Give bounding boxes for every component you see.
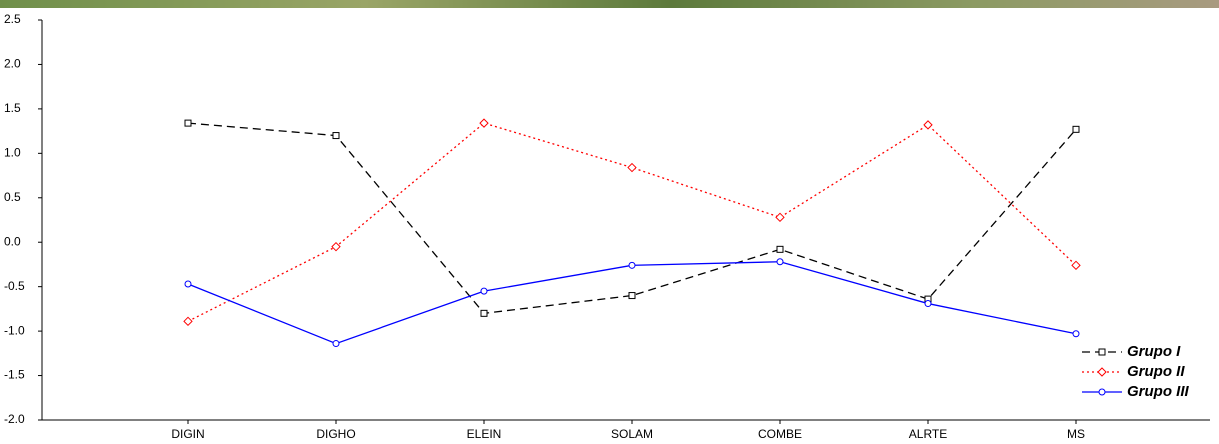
marker	[333, 133, 339, 139]
x-tick-label: ALRTE	[909, 427, 947, 441]
y-tick-label: 2.0	[4, 57, 21, 71]
series-line	[188, 262, 1076, 344]
marker	[629, 293, 635, 299]
y-tick-label: 2.5	[4, 12, 21, 26]
marker	[333, 341, 339, 347]
x-tick-label: MS	[1067, 427, 1085, 441]
y-tick-label: 0.5	[4, 190, 21, 204]
marker	[185, 281, 191, 287]
marker	[924, 121, 932, 129]
marker	[1099, 389, 1105, 395]
chart: -2.0 -1.5 -1.0 -0.5 0.0 0.5 1.0 1.5 2.0 2.5 DIGIN D…	[0, 0, 1219, 444]
y-tick-label: -1.0	[4, 323, 25, 337]
y-tick-label: 0.0	[4, 234, 21, 248]
marker	[777, 246, 783, 252]
legend-label: Grupo III	[1127, 383, 1189, 400]
marker	[480, 119, 488, 127]
y-tick-label: -0.5	[4, 279, 25, 293]
marker	[925, 301, 931, 307]
legend-label: Grupo II	[1127, 363, 1185, 380]
marker	[629, 262, 635, 268]
marker	[1073, 331, 1079, 337]
x-tick-label: ELEIN	[467, 427, 502, 441]
marker	[628, 164, 636, 172]
photo-strip	[0, 0, 1219, 8]
x-tick-label: DIGIN	[171, 427, 204, 441]
x-tick-label: COMBE	[758, 427, 802, 441]
marker	[1072, 261, 1080, 269]
series-line	[188, 123, 1076, 321]
marker	[481, 310, 487, 316]
marker	[332, 243, 340, 251]
marker	[776, 213, 784, 221]
series-line	[188, 123, 1076, 313]
marker	[1073, 126, 1079, 132]
marker	[777, 259, 783, 265]
y-tick-label: -1.5	[4, 368, 25, 382]
y-tick-label: 1.5	[4, 101, 21, 115]
x-tick-label: DIGHO	[316, 427, 355, 441]
x-tick-label: SOLAM	[611, 427, 653, 441]
marker	[1099, 349, 1105, 355]
marker	[481, 288, 487, 294]
y-tick-label: 1.0	[4, 146, 21, 160]
legend-label: Grupo I	[1127, 343, 1181, 360]
y-tick-label: -2.0	[4, 412, 25, 426]
marker	[184, 317, 192, 325]
marker	[1098, 368, 1106, 376]
marker	[185, 120, 191, 126]
